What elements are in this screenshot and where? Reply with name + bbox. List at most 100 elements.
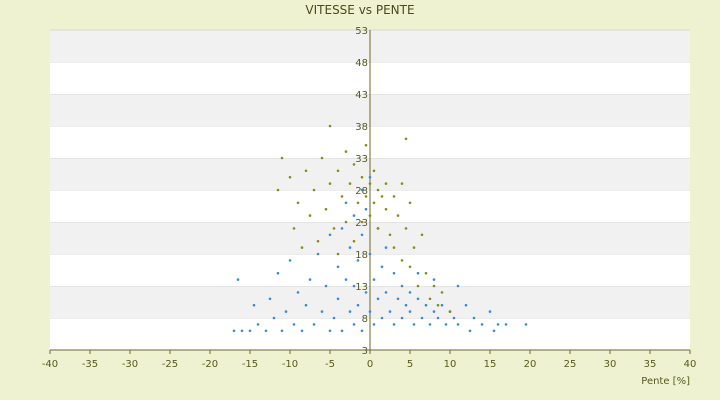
data-point-blue <box>456 284 460 288</box>
y-tick-label: 48 <box>355 58 368 69</box>
x-tick-label: 10 <box>444 359 457 370</box>
data-point-olive <box>436 303 440 307</box>
data-point-olive <box>328 124 332 128</box>
data-point-olive <box>280 156 284 160</box>
data-point-olive <box>296 201 300 205</box>
data-point-blue <box>304 303 308 307</box>
data-point-blue <box>376 297 380 301</box>
x-axis-ticks: -40 -35 -30 -25 -20 -15 -10 -5 0 5 10 15 20 25 30 35 40 <box>42 350 697 370</box>
data-point-blue <box>352 214 356 217</box>
data-point-olive <box>352 239 356 243</box>
data-point-blue <box>488 310 492 313</box>
data-point-olive <box>356 201 360 205</box>
data-point-blue <box>404 303 408 307</box>
y-tick-label: 23 <box>355 218 368 229</box>
data-point-blue <box>336 265 340 269</box>
data-point-blue <box>364 291 368 294</box>
data-point-blue <box>232 329 236 333</box>
data-point-olive <box>396 214 400 217</box>
data-point-blue <box>328 329 332 333</box>
x-tick-label: 15 <box>484 359 497 370</box>
data-point-blue <box>340 329 344 333</box>
plot-bands <box>50 29 690 351</box>
data-point-olive <box>400 182 404 185</box>
data-point-blue <box>356 303 360 307</box>
data-point-blue <box>368 310 372 313</box>
data-point-olive <box>400 259 404 262</box>
data-point-blue <box>328 233 332 237</box>
x-tick-label: 5 <box>407 359 413 370</box>
data-point-olive <box>276 188 280 192</box>
data-point-blue <box>452 316 456 320</box>
data-point-olive <box>364 143 368 147</box>
data-point-blue <box>316 252 320 256</box>
data-point-olive <box>328 182 332 185</box>
data-point-blue <box>368 175 372 179</box>
data-point-blue <box>320 310 324 313</box>
data-point-olive <box>292 227 296 230</box>
data-point-blue <box>264 329 268 333</box>
data-point-olive <box>288 175 292 179</box>
data-point-olive <box>316 239 320 243</box>
x-tick-label: -30 <box>122 359 138 370</box>
data-point-blue <box>408 310 412 313</box>
data-point-blue <box>392 271 396 275</box>
y-tick-label: 8 <box>362 314 368 325</box>
data-point-blue <box>372 323 376 326</box>
data-point-blue <box>420 316 424 320</box>
data-point-blue <box>436 316 440 320</box>
x-tick-label: 25 <box>564 359 577 370</box>
data-point-olive <box>352 163 356 166</box>
data-point-blue <box>480 323 484 326</box>
data-point-olive <box>428 297 432 301</box>
x-tick-label: 20 <box>524 359 537 370</box>
x-tick-label: -10 <box>282 359 298 370</box>
x-tick-label: -5 <box>325 359 335 370</box>
data-point-olive <box>372 169 376 173</box>
data-point-olive <box>304 169 308 173</box>
x-tick-label: 40 <box>684 359 697 370</box>
data-point-blue <box>432 310 436 313</box>
data-point-blue <box>248 329 252 333</box>
data-point-blue <box>400 284 404 288</box>
data-point-blue <box>472 316 476 320</box>
y-tick-label: 13 <box>355 282 368 293</box>
y-tick-label: 18 <box>355 250 368 261</box>
data-point-blue <box>360 329 364 333</box>
data-point-blue <box>352 323 356 326</box>
data-point-blue <box>348 310 352 313</box>
x-tick-label: 30 <box>604 359 617 370</box>
data-point-blue <box>464 303 468 307</box>
data-point-blue <box>368 252 372 256</box>
data-point-blue <box>364 207 368 211</box>
data-point-blue <box>308 278 312 281</box>
data-point-blue <box>344 278 348 281</box>
data-point-olive <box>364 195 368 198</box>
data-point-olive <box>368 214 372 217</box>
data-point-blue <box>296 291 300 294</box>
data-point-olive <box>344 150 348 153</box>
y-tick-label: 43 <box>355 90 368 101</box>
data-point-olive <box>300 246 304 249</box>
data-point-olive <box>368 182 372 185</box>
x-tick-label: -35 <box>82 359 98 370</box>
x-tick-label: -25 <box>162 359 178 370</box>
data-point-olive <box>348 182 352 185</box>
data-point-blue <box>384 246 388 249</box>
data-point-blue <box>292 323 296 326</box>
data-point-blue <box>424 303 428 307</box>
data-point-olive <box>416 284 420 288</box>
data-point-blue <box>284 310 288 313</box>
x-tick-label: -40 <box>42 359 58 370</box>
data-point-olive <box>376 227 380 230</box>
y-tick-label: 28 <box>355 186 368 197</box>
data-point-olive <box>336 169 340 173</box>
data-point-blue <box>276 271 280 275</box>
data-point-blue <box>388 310 392 313</box>
data-point-olive <box>420 233 424 237</box>
y-tick-label: 53 <box>355 26 368 37</box>
data-point-olive <box>372 201 376 205</box>
data-point-blue <box>360 233 364 237</box>
data-point-olive <box>408 201 412 205</box>
